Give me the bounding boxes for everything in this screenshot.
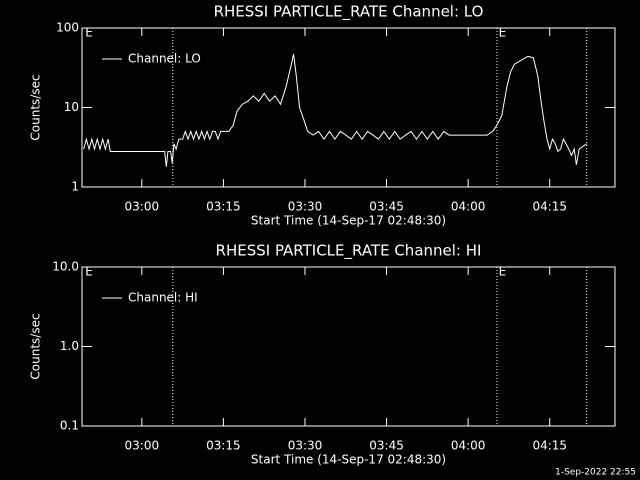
x-axis-label: Start Time (14-Sep-17 02:48:30) [251, 453, 446, 467]
x-tick-label: 03:15 [206, 439, 241, 453]
y-axis-label: Counts/sec [29, 74, 43, 140]
data-line [83, 53, 588, 167]
chart-title: RHESSI PARTICLE_RATE Channel: LO [214, 3, 484, 22]
x-tick-label: 03:30 [288, 439, 323, 453]
event-label: E [85, 26, 93, 40]
x-tick-label: 03:00 [125, 439, 160, 453]
y-tick-label: 10.0 [52, 260, 79, 274]
x-axis-label: Start Time (14-Sep-17 02:48:30) [251, 214, 446, 228]
x-tick-label: 04:15 [532, 439, 567, 453]
x-tick-label: 03:45 [369, 439, 404, 453]
y-tick-label: 1 [71, 180, 79, 194]
y-tick-label: 10 [64, 100, 79, 114]
legend-label: Channel: HI [128, 291, 198, 305]
x-tick-label: 04:15 [532, 200, 567, 214]
x-tick-label: 03:15 [206, 200, 241, 214]
footer-timestamp: 1-Sep-2022 22:55 [555, 468, 636, 478]
x-tick-label: 04:00 [451, 439, 486, 453]
event-label: E [499, 265, 507, 279]
event-label: E [499, 26, 507, 40]
legend-label: Channel: LO [128, 52, 201, 66]
event-label: E [85, 265, 93, 279]
chart-title: RHESSI PARTICLE_RATE Channel: HI [216, 242, 482, 261]
y-tick-label: 1.0 [60, 339, 79, 353]
x-tick-label: 03:30 [288, 200, 323, 214]
y-tick-label: 100 [56, 21, 79, 35]
x-tick-label: 03:00 [125, 200, 160, 214]
y-axis-label: Counts/sec [29, 313, 43, 379]
x-tick-label: 04:00 [451, 200, 486, 214]
x-tick-label: 03:45 [369, 200, 404, 214]
y-tick-label: 0.1 [60, 419, 79, 433]
